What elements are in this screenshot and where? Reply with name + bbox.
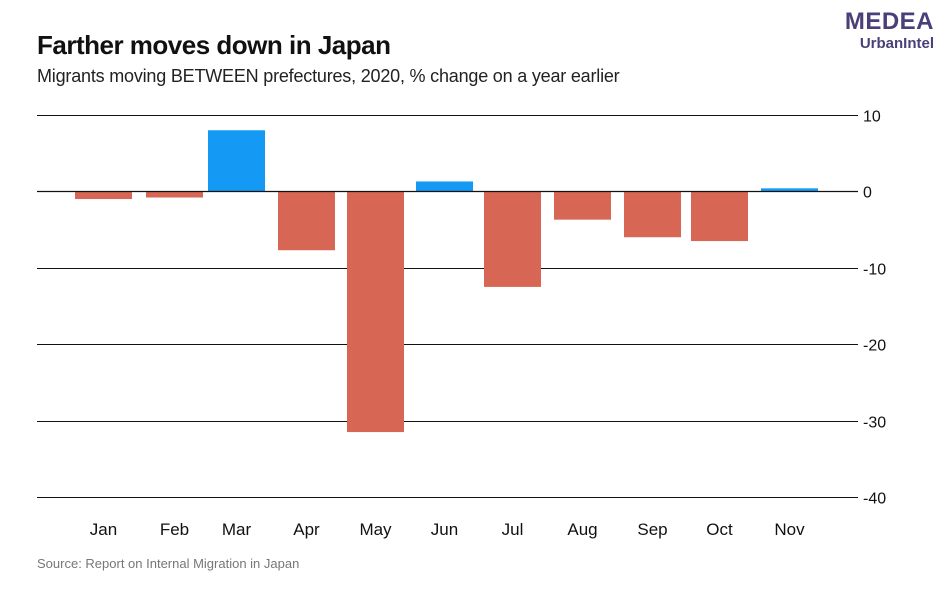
chart-subtitle: Migrants moving BETWEEN prefectures, 202… [37, 66, 620, 86]
x-tick-label: Aug [567, 520, 597, 539]
x-tick-label: May [359, 520, 392, 539]
x-tick-label: Oct [706, 520, 733, 539]
x-tick-label: Apr [293, 520, 320, 539]
bar-nov [761, 188, 818, 192]
bar-oct [691, 191, 748, 242]
y-tick-label: -40 [863, 491, 886, 508]
y-tick-label: 10 [863, 109, 881, 126]
y-tick-label: -10 [863, 262, 886, 279]
x-tick-label: Jan [90, 520, 117, 539]
bar-jun [416, 181, 473, 192]
bar-sep [624, 191, 681, 238]
chart-title: Farther moves down in Japan [37, 30, 391, 60]
x-axis-ticks: Jan Feb Mar Apr May Jun Jul Aug Sep Oct Nov [90, 520, 805, 539]
x-tick-label: Sep [637, 520, 667, 539]
bar-aug [554, 191, 611, 220]
source-note: Source: Report on Internal Migration in … [37, 556, 300, 571]
y-tick-label: -20 [863, 338, 886, 355]
brand-logo: MEDEA UrbanIntel [844, 8, 934, 52]
x-tick-label: Nov [774, 520, 805, 539]
bar-jan [75, 191, 132, 200]
x-tick-label: Mar [222, 520, 252, 539]
y-tick-label: -30 [863, 415, 886, 432]
logo-line-2: UrbanIntel [859, 35, 934, 52]
bar-feb [146, 191, 203, 198]
bars [75, 130, 818, 433]
y-tick-label: 0 [863, 185, 872, 202]
x-tick-label: Feb [160, 520, 189, 539]
bar-may [347, 191, 404, 433]
gridlines [37, 115, 858, 498]
x-tick-label: Jun [431, 520, 458, 539]
bar-apr [278, 191, 335, 251]
x-tick-label: Jul [502, 520, 524, 539]
logo-line-1: MEDEA [844, 8, 934, 35]
bar-mar [208, 130, 265, 192]
bar-jul [484, 191, 541, 287]
y-axis-ticks: 10 0 -10 -20 -30 -40 [863, 109, 886, 508]
